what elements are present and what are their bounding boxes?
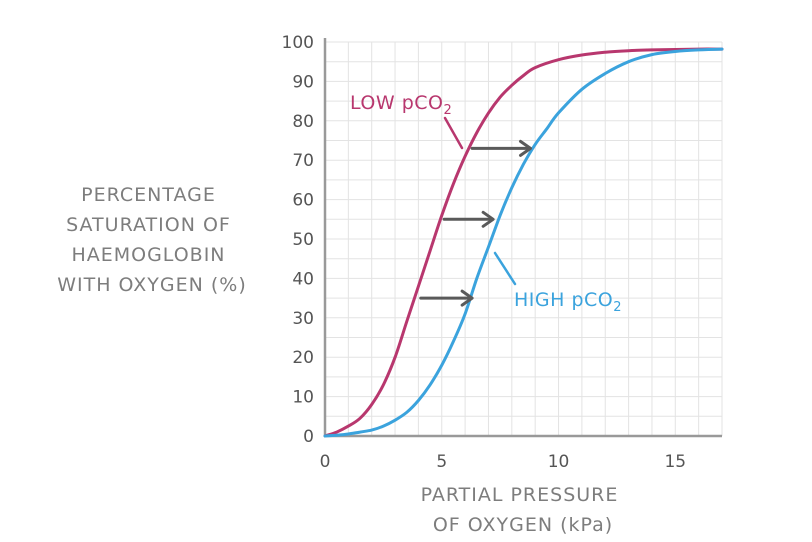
y-axis-label-line-4: WITH OXYGEN (%) (57, 274, 247, 296)
x-tick-labels: 0 5 10 15 (320, 452, 687, 472)
low-pco2-leader (443, 116, 464, 150)
low-pco2-curve (323, 47, 724, 438)
y-tick-labels: 0 10 20 30 40 50 60 70 80 90 100 (282, 33, 314, 447)
high-pco2-label-main: HIGH pCO (514, 289, 613, 311)
x-tick-label: 10 (548, 452, 570, 472)
y-axis-label-line-2: SATURATION OF (66, 214, 231, 236)
y-tick-label: 70 (292, 151, 314, 171)
y-axis-label: PERCENTAGE SATURATION OF HAEMOGLOBIN WIT… (57, 184, 247, 296)
curves (323, 47, 724, 438)
shift-arrow-head (460, 289, 474, 307)
y-tick-label: 100 (282, 33, 314, 53)
shift-arrow (419, 289, 474, 307)
x-tick-label: 0 (320, 452, 331, 472)
x-axis-label-line-2: OF OXYGEN (kPa) (433, 514, 613, 536)
x-axis-label-line-1: PARTIAL PRESSURE (421, 484, 619, 506)
y-axis-label-line-3: HAEMOGLOBIN (71, 244, 225, 266)
high-pco2-label: HIGH pCO2 (514, 289, 622, 315)
y-tick-label: 50 (292, 230, 314, 250)
y-tick-label: 30 (292, 309, 314, 329)
label-leaders (443, 116, 517, 286)
shift-arrow-head (481, 210, 495, 228)
shift-arrows (419, 139, 533, 307)
low-pco2-label-main: LOW pCO (350, 92, 443, 114)
y-tick-label: 10 (292, 388, 314, 408)
y-tick-label: 20 (292, 348, 314, 368)
y-tick-label: 80 (292, 112, 314, 132)
x-axis-label: PARTIAL PRESSURE OF OXYGEN (kPa) (421, 484, 626, 536)
grid (324, 41, 723, 437)
x-tick-label: 5 (436, 452, 447, 472)
shift-arrow (470, 139, 533, 157)
high-pco2-leader (493, 251, 517, 286)
y-tick-label: 0 (303, 427, 314, 447)
y-axis-label-line-1: PERCENTAGE (81, 184, 216, 206)
high-pco2-label-sub: 2 (613, 300, 622, 315)
high-pco2-curve (323, 47, 724, 438)
shift-arrow (442, 210, 495, 228)
axes (323, 38, 722, 438)
low-pco2-label-sub: 2 (443, 103, 452, 118)
y-tick-label: 40 (292, 269, 314, 289)
shift-arrow-head (519, 139, 533, 157)
y-tick-label: 60 (292, 191, 314, 211)
y-tick-label: 90 (292, 72, 314, 92)
low-pco2-label: LOW pCO2 (350, 92, 452, 118)
x-tick-label: 15 (664, 452, 686, 472)
